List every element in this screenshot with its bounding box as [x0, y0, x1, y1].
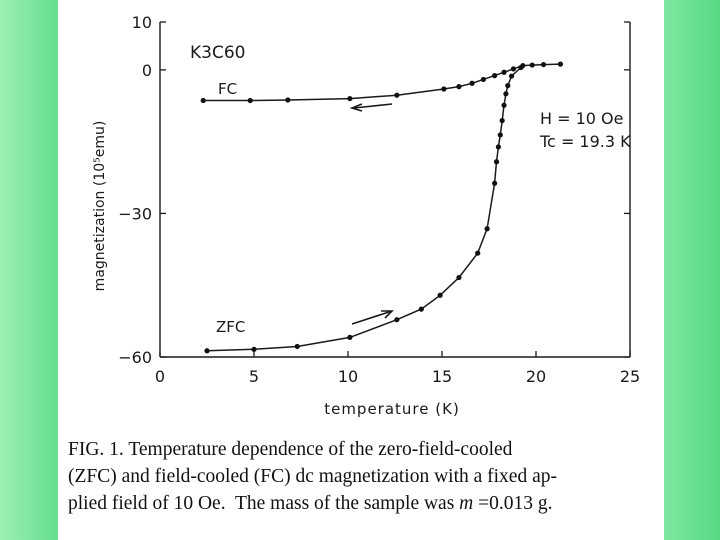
- sample-label: K3C60: [190, 43, 245, 63]
- fc-data-point: [492, 73, 498, 79]
- zfc-data-point: [294, 343, 300, 350]
- caption-line-3-end: =0.013 g.: [473, 493, 553, 514]
- zfc-data-point: [518, 64, 524, 71]
- zfc-data-point: [499, 117, 505, 124]
- fc-data-point: [510, 66, 517, 72]
- zfc-curve: [206, 66, 522, 352]
- fc-data-point: [469, 80, 475, 86]
- fc-direction-arrow: [349, 103, 393, 112]
- x-tick-label: 0: [155, 367, 165, 386]
- caption-mass-symbol: m: [459, 493, 474, 514]
- magnetization-chart: 0 5 10 15 20 25 10 0 −30 −60 temperature (K) mag…: [92, 13, 640, 418]
- zfc-data-point: [456, 274, 462, 281]
- zfc-data-point: [347, 334, 353, 340]
- y-ticks: 10 0 −30 −60: [118, 13, 630, 367]
- zfc-data-point: [394, 317, 400, 323]
- zfc-data-point: [495, 144, 501, 150]
- x-tick-label: 25: [620, 367, 640, 386]
- zfc-data-point: [493, 159, 500, 165]
- zfc-data-point: [501, 102, 507, 108]
- plot-frame: [159, 22, 631, 358]
- fc-data-point: [441, 86, 447, 92]
- zfc-data-point: [497, 132, 503, 138]
- caption-line-2: (ZFC) and field-cooled (FC) dc magnetiza…: [68, 466, 557, 487]
- caption-line-3: plied field of 10 Oe. The mass of the sa…: [68, 490, 658, 517]
- fc-data-point: [501, 69, 507, 75]
- zfc-data-point: [204, 348, 210, 354]
- fc-data-point: [347, 95, 353, 102]
- zfc-data-point: [437, 292, 443, 298]
- x-axis-label: temperature (K): [324, 400, 460, 418]
- zfc-data-point: [475, 250, 481, 256]
- y-axis-label: magnetization (10⁵emu): [92, 121, 108, 292]
- zfc-data-point: [484, 226, 490, 232]
- zfc-data-point: [251, 346, 257, 352]
- fc-data-point: [247, 97, 253, 104]
- y-tick-label: −30: [118, 204, 152, 223]
- zfc-data-point: [508, 73, 515, 79]
- fc-data-point: [200, 97, 206, 104]
- x-ticks: 0 5 10 15 20 25: [155, 351, 640, 386]
- fc-data-point: [540, 61, 547, 68]
- fc-data-point: [285, 97, 291, 103]
- x-tick-label: 15: [432, 367, 452, 386]
- data-points: [200, 61, 564, 354]
- caption-line-3-start: plied field of 10 Oe. The mass of the sa…: [68, 493, 460, 514]
- right-decor-strip: [664, 0, 720, 540]
- tc-label: Tc = 19.3 K: [539, 132, 631, 151]
- zfc-direction-arrow: [351, 310, 394, 325]
- y-tick-label: 10: [132, 13, 152, 32]
- left-decor-strip: [0, 0, 58, 540]
- curves: [203, 63, 561, 352]
- zfc-series-label: ZFC: [216, 318, 245, 336]
- zfc-data-point: [505, 83, 511, 89]
- fc-series-label: FC: [218, 80, 237, 98]
- zfc-data-point: [503, 91, 509, 97]
- figure-page: [58, 0, 664, 540]
- y-tick-label: 0: [142, 61, 152, 80]
- caption-line-1: FIG. 1. Temperature dependence of the ze…: [68, 439, 513, 460]
- fc-data-point: [529, 62, 535, 68]
- figure-caption: FIG. 1. Temperature dependence of the ze…: [68, 436, 658, 517]
- fc-data-point: [394, 92, 400, 98]
- fc-data-point: [480, 76, 486, 83]
- x-tick-label: 10: [338, 367, 358, 386]
- fc-data-point: [456, 84, 462, 90]
- y-tick-label: −60: [118, 348, 152, 367]
- fc-data-point: [557, 61, 564, 67]
- fc-curve: [203, 63, 561, 102]
- zfc-data-point: [418, 306, 424, 312]
- zfc-data-point: [492, 180, 498, 186]
- field-label: H = 10 Oe: [540, 109, 624, 128]
- x-tick-label: 20: [526, 367, 546, 386]
- x-tick-label: 5: [249, 367, 259, 386]
